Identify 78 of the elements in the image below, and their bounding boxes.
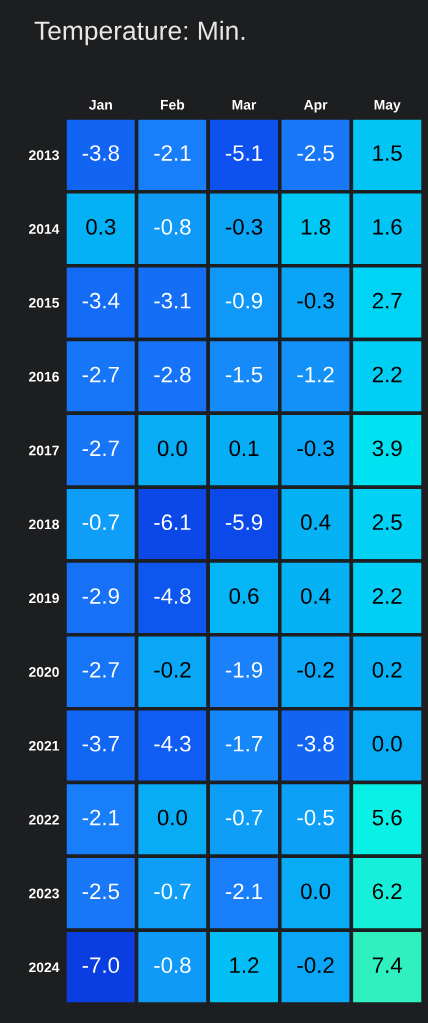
x-tick-label: Feb [160,99,185,110]
data-label: -1.7 [225,736,263,752]
data-label: 0.2 [372,661,402,678]
data-label: -4.3 [154,735,191,752]
data-label: 2.5 [372,514,402,531]
data-label: -0.9 [225,292,263,309]
data-label: -2.9 [82,588,119,604]
data-label: -3.1 [154,292,191,309]
data-label: 1.5 [373,145,402,161]
data-label: -3.7 [82,735,119,752]
y-tick-label: 2015 [29,297,60,308]
x-tick-label: Jan [89,100,112,110]
data-label: -6.1 [154,514,191,531]
data-label: -0.5 [297,809,334,826]
data-label: 3.9 [372,440,402,457]
data-label: -0.7 [154,883,191,900]
data-label: -2.7 [82,661,119,678]
y-tick-label: 2017 [29,445,59,456]
data-label: 0.0 [157,440,187,457]
data-label: -2.7 [82,440,119,456]
data-label: 0.3 [86,218,116,235]
data-label: 2.2 [372,366,402,383]
data-label: -2.1 [225,883,263,899]
data-label: -1.5 [225,366,263,383]
data-label: -7.0 [82,957,120,974]
y-tick-label: 2022 [29,814,59,825]
y-tick-label: 2018 [29,519,60,530]
data-label: -2.1 [82,809,119,826]
data-label: -0.8 [154,218,191,235]
data-label: -2.7 [82,366,119,383]
y-tick-label: 2023 [29,888,59,899]
data-label: 2.2 [372,588,402,604]
data-label: -2.8 [154,366,191,383]
data-label: -0.3 [297,292,334,309]
x-tick-label: Mar [232,100,257,110]
data-label: -0.7 [82,514,119,531]
data-label: -2.5 [297,145,334,161]
data-label: -1.9 [225,661,263,678]
data-label: -3.8 [297,735,334,752]
data-label: -0.3 [225,218,263,235]
data-label: 1.8 [301,218,331,235]
data-label: -4.8 [154,588,191,604]
data-label: -0.3 [297,440,334,457]
data-label: 7.4 [372,957,402,973]
y-tick-label: 2019 [29,593,59,604]
x-tick-label: May [374,100,401,113]
data-label: 1.2 [230,957,259,973]
y-tick-label: 2020 [29,667,59,677]
x-tick-label: Apr [303,100,328,113]
data-label: -3.8 [82,145,119,161]
data-label: -0.8 [154,957,191,974]
data-label: 0.4 [301,588,331,604]
data-label: -5.1 [225,145,263,161]
y-tick-label: 2013 [29,150,59,161]
y-tick-label: 2021 [29,740,60,751]
y-tick-label: 2024 [29,962,60,973]
data-label: 0.0 [301,883,331,900]
data-label: 0.6 [229,588,259,604]
data-label: -0.2 [297,661,334,678]
data-label: 5.6 [372,809,402,826]
data-label: 2.7 [372,292,402,309]
data-label: -2.1 [154,145,191,161]
y-tick-label: 2016 [29,371,59,382]
data-label: -0.2 [154,661,191,678]
y-tick-label: 2014 [29,224,60,234]
data-label: -0.7 [225,809,263,826]
data-label: 0.0 [157,809,187,826]
data-label: 1.6 [373,218,402,235]
data-label: 6.2 [372,883,402,900]
data-label: -2.5 [82,883,120,900]
data-label: -0.2 [297,957,334,974]
data-label: 0.4 [301,514,331,531]
data-label: 0.1 [229,440,259,457]
data-label: -3.4 [82,292,120,309]
chart-title: Temperature: Min. [34,20,245,46]
data-label: -5.9 [225,514,263,531]
data-label: -1.2 [297,366,334,383]
data-label: 0.0 [372,735,402,752]
